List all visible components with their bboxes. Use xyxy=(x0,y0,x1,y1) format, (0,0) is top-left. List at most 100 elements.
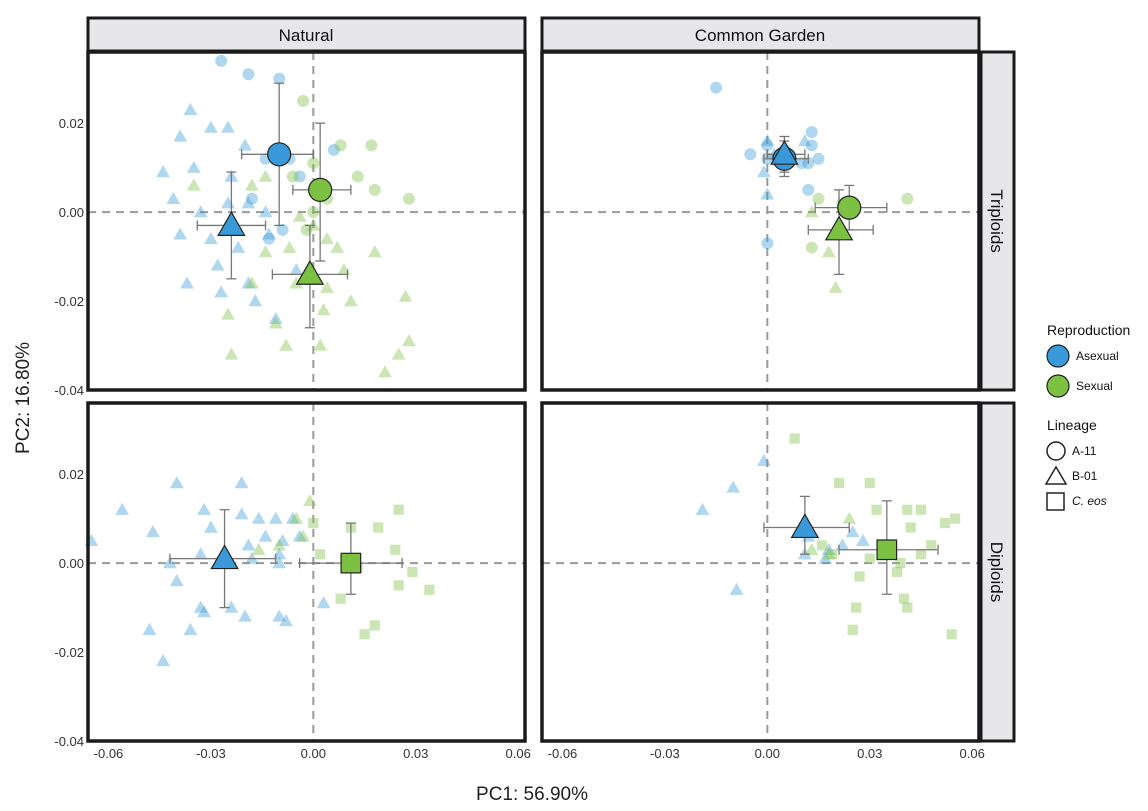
y-tick-label: -0.04 xyxy=(54,383,84,398)
panel-natural-triploids xyxy=(86,50,527,392)
data-point-sexual-circle xyxy=(402,192,415,205)
data-point-sexual-triangle xyxy=(828,280,843,293)
x-tick-label: -0.06 xyxy=(548,746,578,761)
data-point-asexual-circle xyxy=(812,152,825,165)
x-tick-label: 0.03 xyxy=(403,746,428,761)
data-point-asexual-triangle xyxy=(279,614,293,627)
data-point-asexual-triangle xyxy=(193,547,208,560)
data-point-asexual-triangle xyxy=(115,502,130,515)
data-point-asexual-triangle xyxy=(204,120,218,133)
data-point-sexual-square xyxy=(789,433,800,444)
data-point-sexual-square xyxy=(926,540,937,551)
y-axis-tick-labels: 0.02 0.00 -0.02 -0.04 0.02 0.00 -0.02 -0.04 xyxy=(54,116,84,749)
mean-marker-asexual-triangle xyxy=(770,139,799,165)
x-axis-title: PC1: 56.90% xyxy=(476,784,588,805)
data-point-sexual-triangle xyxy=(289,511,304,524)
data-point-asexual-triangle xyxy=(238,138,252,151)
x-tick-label: 0.03 xyxy=(857,746,882,761)
mean-marker-asexual-circle xyxy=(267,142,292,167)
mean-marker-sexual-square xyxy=(876,539,898,561)
data-point-sexual-square xyxy=(373,522,384,533)
data-point-sexual-triangle xyxy=(289,276,304,289)
data-point-sexual-triangle xyxy=(842,511,857,524)
panel-border xyxy=(86,50,527,392)
data-point-sexual-square xyxy=(308,517,319,529)
data-point-sexual-square xyxy=(833,477,845,489)
data-point-sexual-square xyxy=(390,544,401,555)
data-point-sexual-triangle xyxy=(224,347,239,360)
data-point-sexual-square xyxy=(359,629,370,640)
legend-label-c-eos: C. eos xyxy=(1072,494,1107,508)
data-point-sexual-square xyxy=(895,558,906,569)
mean-marker-asexual-triangle xyxy=(217,211,246,236)
data-point-asexual-triangle xyxy=(757,453,771,466)
y-tick-label: 0.00 xyxy=(59,556,84,571)
data-point-asexual-triangle xyxy=(183,622,198,635)
data-point-asexual-circle xyxy=(802,183,815,196)
strip-label-natural: Natural xyxy=(279,26,334,45)
data-point-asexual-triangle xyxy=(729,582,744,595)
data-point-asexual-triangle xyxy=(145,525,160,538)
data-point-sexual-square xyxy=(915,504,927,515)
data-point-sexual-square xyxy=(369,620,380,631)
data-point-sexual-triangle xyxy=(804,205,819,218)
data-point-sexual-triangle xyxy=(367,245,382,258)
data-point-asexual-triangle xyxy=(193,205,208,218)
data-point-sexual-square xyxy=(424,584,435,595)
data-point-asexual-triangle xyxy=(258,529,273,542)
y-tick-label: 0.00 xyxy=(59,205,84,220)
data-point-asexual-triangle xyxy=(221,120,235,133)
data-point-asexual-triangle xyxy=(760,187,775,200)
data-point-asexual-triangle xyxy=(292,529,307,542)
data-point-asexual-circle xyxy=(245,192,258,205)
data-point-asexual-triangle xyxy=(183,102,198,115)
data-point-asexual-triangle xyxy=(258,205,273,218)
data-point-asexual-triangle xyxy=(251,511,266,524)
data-point-asexual-circle xyxy=(293,170,306,183)
legend-key-b01 xyxy=(1044,465,1068,485)
data-point-asexual-triangle xyxy=(197,605,211,618)
data-point-sexual-triangle xyxy=(221,307,235,320)
data-point-sexual-circle xyxy=(805,241,818,254)
data-point-asexual-circle xyxy=(242,68,255,81)
x-tick-label: -0.06 xyxy=(94,746,124,761)
data-point-asexual-triangle xyxy=(818,551,833,564)
data-point-sexual-triangle xyxy=(320,231,334,244)
data-point-sexual-square xyxy=(315,549,326,560)
data-point-sexual-triangle xyxy=(258,245,273,258)
data-point-asexual-triangle xyxy=(272,556,287,569)
data-point-sexual-triangle xyxy=(258,169,273,182)
data-point-asexual-circle xyxy=(761,237,774,250)
y-tick-label: 0.02 xyxy=(59,116,84,131)
data-point-asexual-circle xyxy=(795,157,808,170)
data-point-sexual-triangle xyxy=(251,542,266,555)
data-point-asexual-triangle xyxy=(797,134,812,147)
legend-label-sexual: Sexual xyxy=(1076,379,1113,393)
data-point-sexual-square xyxy=(939,517,950,529)
data-point-sexual-square xyxy=(871,504,882,515)
data-point-asexual-triangle xyxy=(275,533,290,547)
mean-marker-asexual-triangle xyxy=(790,513,820,539)
data-point-sexual-triangle xyxy=(244,178,259,191)
y-tick-label: 0.02 xyxy=(59,467,84,482)
panel-natural-diploids xyxy=(84,401,527,743)
data-point-asexual-circle xyxy=(761,139,774,152)
legend-title-lineage: Lineage xyxy=(1047,417,1097,433)
panel-border xyxy=(540,401,981,743)
strip-natural: Natural xyxy=(86,16,527,53)
data-point-asexual-circle xyxy=(327,143,340,156)
panel-border xyxy=(86,401,527,743)
data-point-sexual-square xyxy=(850,602,862,613)
data-point-sexual-triangle xyxy=(391,347,406,360)
data-point-asexual-triangle xyxy=(210,258,225,271)
data-point-sexual-square xyxy=(950,513,961,524)
data-point-asexual-triangle xyxy=(856,533,870,547)
data-point-asexual-triangle xyxy=(845,525,860,538)
panel-background xyxy=(88,403,525,741)
y-tick-label: -0.02 xyxy=(54,645,84,660)
legend-title-reproduction: Reproduction xyxy=(1047,322,1130,338)
x-tick-label: -0.03 xyxy=(650,746,680,761)
panel-background xyxy=(542,403,979,741)
strip-label-common-garden: Common Garden xyxy=(695,26,825,45)
data-point-asexual-triangle xyxy=(234,507,249,520)
